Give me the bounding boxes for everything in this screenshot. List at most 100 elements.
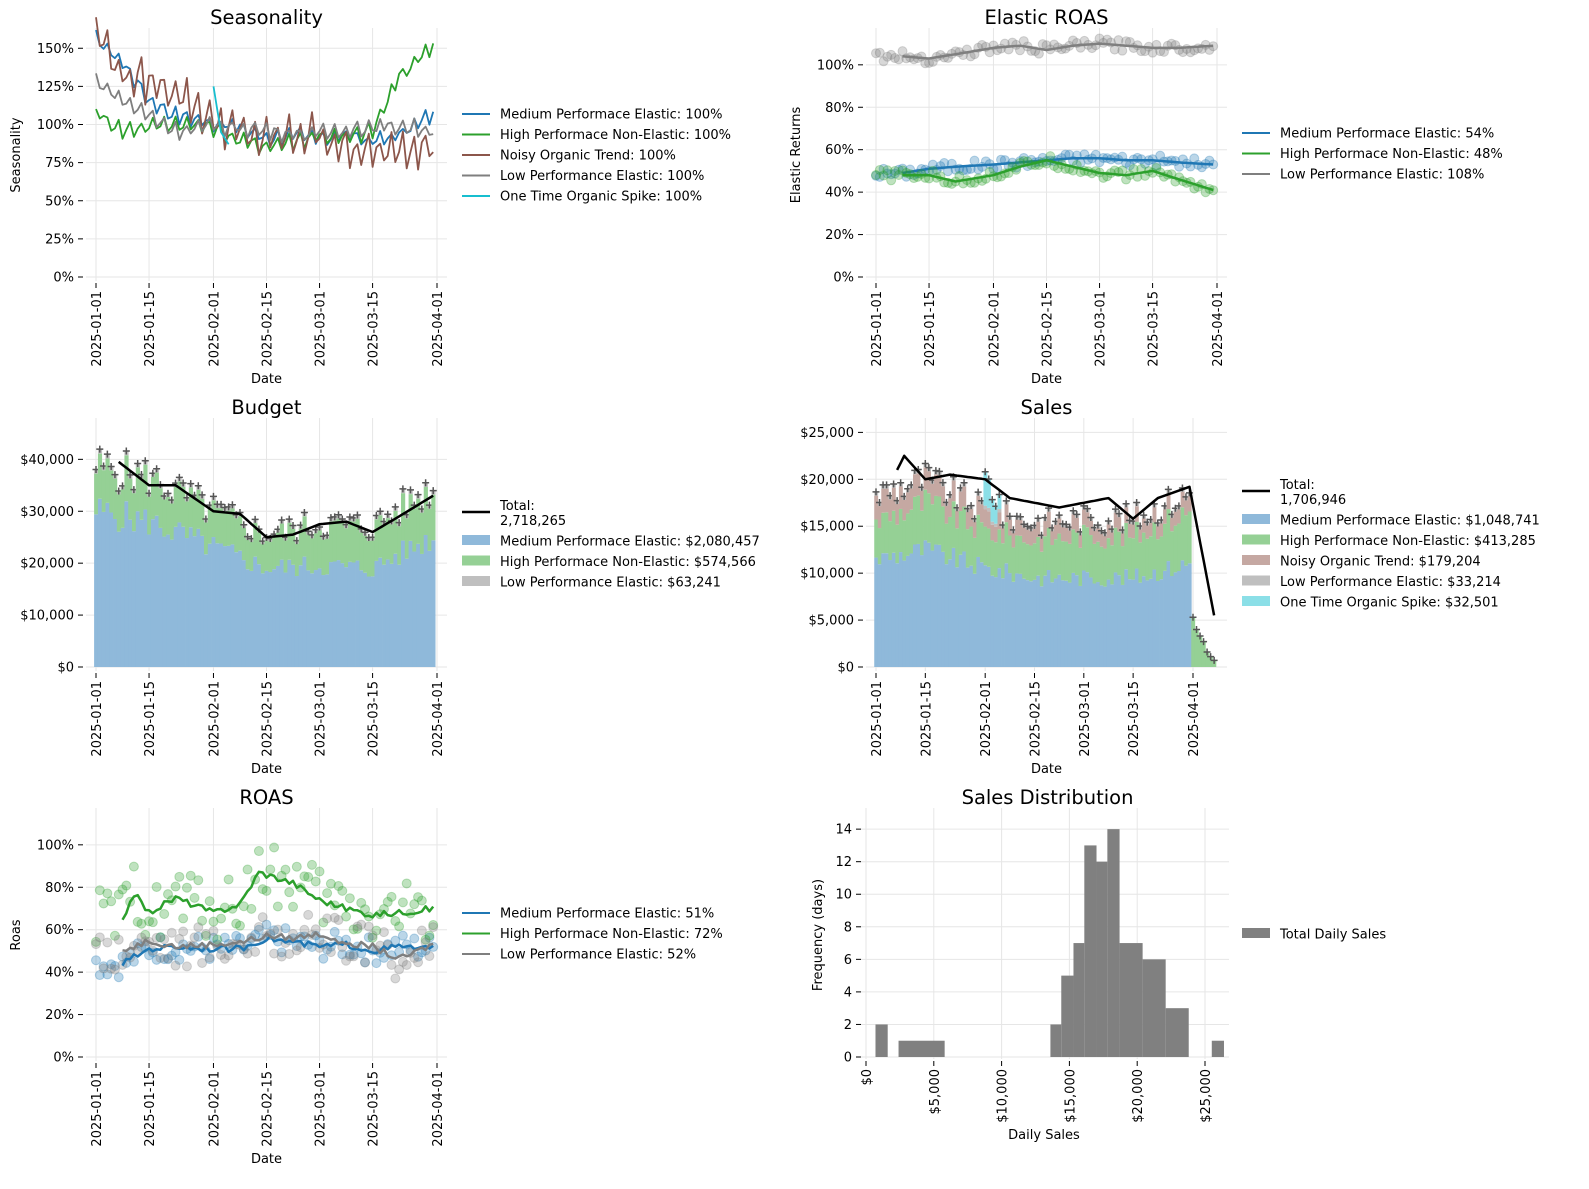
- sales-bar-noisy: [1187, 496, 1192, 512]
- sales-bar-noisy: [951, 480, 956, 502]
- budget-bar-medium: [344, 567, 349, 667]
- seasonality-xtick-label: 2025-01-15: [143, 291, 158, 367]
- roas-point-high: [397, 897, 408, 908]
- elastic_roas-ytick-label: 60%: [825, 143, 854, 158]
- budget-bar-high: [294, 543, 300, 577]
- sales-bar-medium: [1113, 572, 1118, 667]
- sales-bar-high: [937, 496, 942, 545]
- roas-point-low: [178, 926, 189, 937]
- elastic_roas-point-medium: [893, 164, 904, 175]
- sales-bar-noisy: [1039, 538, 1044, 552]
- sales-bar-medium: [916, 543, 921, 667]
- sales-legend-swatch: [1242, 575, 1270, 586]
- sales-tail-bar: [1208, 656, 1213, 667]
- sales-bar-high: [1018, 535, 1023, 574]
- roas-point-high: [170, 881, 181, 892]
- sales-bar-medium: [1036, 575, 1041, 667]
- budget-bar-medium: [192, 536, 197, 667]
- sales-bar-high: [1141, 532, 1146, 577]
- distribution-bar: [1061, 975, 1074, 1057]
- sales-bar-medium: [958, 554, 963, 667]
- roas-point-low: [386, 959, 397, 970]
- sales-bar-medium: [1131, 579, 1136, 667]
- budget-bar-high: [264, 540, 269, 571]
- sales-bar-high: [976, 514, 981, 557]
- budget-total-marker: [187, 480, 195, 488]
- budget-ytick-label: $0: [57, 661, 74, 676]
- roas-point-low: [253, 921, 264, 932]
- budget-bar-high: [185, 501, 190, 539]
- roas-point-high: [197, 915, 208, 926]
- roas-point-low: [159, 934, 170, 945]
- budget-bar-high: [230, 508, 235, 545]
- roas-ytick-label: 80%: [45, 881, 74, 896]
- sales-bar-medium: [1004, 563, 1009, 667]
- roas-point-medium: [193, 931, 204, 942]
- roas-point-medium: [219, 932, 230, 943]
- elastic_roas-point-low: [893, 54, 904, 65]
- budget-bar-medium: [211, 537, 216, 667]
- budget-bar-medium: [404, 558, 409, 667]
- budget-bar-high: [131, 493, 137, 532]
- budget-bar-medium: [131, 531, 137, 667]
- roas-point-low: [394, 964, 405, 975]
- budget-legend-total-label: Total:: [499, 499, 535, 514]
- sales-bar-medium: [877, 564, 882, 667]
- roas-point-high: [106, 896, 117, 907]
- sales-bar-medium: [944, 564, 949, 667]
- roas-point-low: [151, 932, 162, 943]
- sales-bar-medium: [962, 551, 967, 667]
- roas-point-low: [378, 927, 389, 938]
- roas-legend-label: Medium Performace Elastic: 51%: [500, 907, 714, 922]
- sales-bar-medium: [1180, 560, 1185, 667]
- sales-bar-noisy: [972, 521, 977, 538]
- sales-bar-medium: [1145, 580, 1150, 667]
- sales-bar-high: [1004, 522, 1009, 564]
- sales-bar-medium: [1096, 582, 1101, 667]
- sales-bar-noisy: [912, 474, 917, 497]
- sales-bar-noisy: [941, 486, 946, 507]
- budget-bar-medium: [366, 576, 372, 667]
- budget-total-marker: [278, 516, 286, 524]
- elastic_roas-ytick-label: 80%: [825, 101, 854, 116]
- sales-total-marker: [1055, 511, 1063, 519]
- sales-bar-medium: [898, 552, 903, 667]
- sales-total-marker: [1073, 510, 1081, 518]
- sales-bar-medium: [1011, 581, 1016, 667]
- sales-total-marker: [890, 480, 898, 488]
- budget-bar-medium: [257, 564, 262, 667]
- roas-point-high: [242, 864, 253, 875]
- sales-bar-noisy: [891, 487, 896, 511]
- budget-bar-high: [385, 518, 391, 560]
- sales-bar-noisy: [1018, 520, 1023, 536]
- distribution-bar: [1050, 1024, 1062, 1057]
- sales-bar-high: [1001, 543, 1005, 579]
- sales-bar-high: [983, 526, 988, 566]
- roas-point-low: [98, 963, 109, 974]
- sales-bar-high: [1145, 538, 1150, 581]
- roas-point-low: [424, 951, 435, 962]
- roas-point-high: [200, 930, 211, 941]
- sales-total-marker: [1069, 507, 1077, 515]
- budget-bar-high: [158, 488, 163, 528]
- sales-bar-medium: [895, 563, 900, 667]
- roas-point-low: [250, 946, 261, 957]
- sales-legend-total-label: Total:: [1279, 478, 1315, 493]
- roas-point-high: [420, 934, 431, 945]
- roas-chart: ROAS 0% 20% 40% 60% 80% 100% 2025-01-01 2025-01-…: [9, 786, 723, 1167]
- sales-total-marker: [1189, 613, 1197, 621]
- budget-bar-high: [222, 511, 228, 547]
- roas-point-medium: [397, 930, 408, 941]
- elastic_roas-point-low: [897, 46, 908, 57]
- sales-bar-noisy: [930, 483, 935, 505]
- budget-bar-medium: [97, 498, 103, 667]
- roas-ylabel: Roas: [9, 919, 24, 950]
- budget-bar-high: [181, 486, 186, 527]
- sales-bar-medium: [1029, 581, 1034, 667]
- roas-point-high: [136, 918, 147, 929]
- roas-point-high: [284, 887, 295, 898]
- roas-point-high: [261, 885, 272, 896]
- seasonality-ytick-label: 0%: [53, 271, 74, 286]
- budget-bar-medium: [120, 527, 125, 667]
- sales-bar-high: [902, 520, 907, 561]
